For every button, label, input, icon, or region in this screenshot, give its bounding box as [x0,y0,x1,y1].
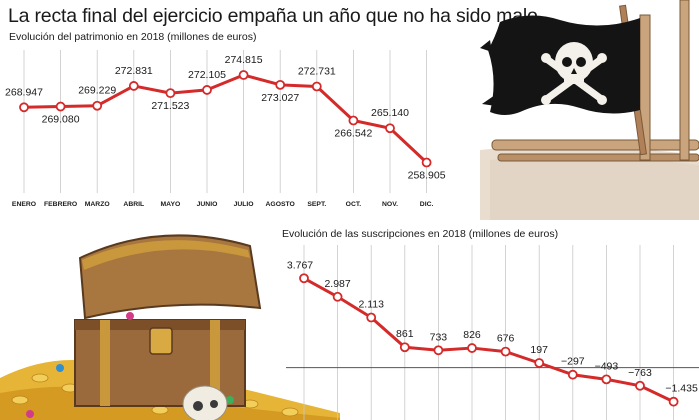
chart2-data-label: 676 [497,333,515,345]
chart1-point [92,100,103,111]
chart2-data-label: −493 [595,360,619,372]
chart1-point [202,85,212,95]
chart1-x-tick-label: MARZO [85,201,110,208]
chart1-point [238,70,249,80]
chart2-point [635,380,645,391]
skull-crossbones-icon [541,42,607,105]
treasure-chest-illustration [0,234,340,420]
chart2-data-label: 197 [530,344,548,356]
chart1-x-tick-label: JUNIO [197,201,218,208]
chart1-x-tick-label: FEBRERO [44,201,77,208]
chart2-point [534,358,545,368]
chart2-point [567,369,578,380]
chart2-point [399,342,410,353]
chart2-data-label: 826 [463,329,481,341]
chart1-point [128,81,139,91]
chart1-x-tick-label: NOV. [382,201,398,208]
skull-illustration-icon [182,385,228,420]
chart1-data-label: 269.080 [42,114,80,126]
chart2-point [332,291,343,302]
chart1-series-line [23,73,428,164]
chart1-data-label: 271.523 [151,100,189,112]
chart1-data-label: 274.815 [225,54,263,66]
chart2-data-label: −763 [628,367,652,379]
chart1-data-label: 273.027 [261,92,299,104]
chart1-data-label: 258.905 [408,170,446,182]
chart1-x-tick-label: AGOSTO [266,201,295,208]
chart1-x-tick-label: ENERO [12,201,36,208]
chart2-series-line [303,276,675,404]
chart1-point [275,79,286,90]
chart2-data-label: −1.435 [665,383,698,395]
chart2-point [366,312,377,323]
chart2-point [601,374,612,385]
chart1-x-tick-label: JULIO [234,201,254,208]
chart1-data-label: 268.947 [5,86,43,98]
chart2-data-label: 2.987 [324,278,350,290]
chart2-data-label: 861 [396,328,414,340]
chart2-point [299,273,309,284]
chart2-point [500,346,511,357]
chart1-data-label: 272.105 [188,69,226,81]
chart1-data-label: 272.831 [115,65,153,77]
chart2-title: Evolución de las suscripciones en 2018 (… [282,228,559,240]
chart1-x-tick-label: ABRIL [123,201,144,208]
chart2-data-label: −297 [561,356,585,368]
chart1-point [165,88,176,99]
chart1-data-label: 272.731 [298,65,336,77]
chart1-point [311,81,322,92]
chart2-point [668,396,679,407]
chart1-data-label: 269.229 [78,85,116,97]
pirate-flag-illustration [480,0,699,220]
chart1-point [385,123,395,134]
chart2-data-label: 733 [430,331,448,343]
main-title: La recta final del ejercicio empaña un a… [8,5,538,27]
chart2-data-label: 3.767 [287,259,313,271]
chart1-x-tick-label: OCT. [346,201,362,208]
chart1-x-tick-label: SEPT. [307,201,326,208]
chart2-point [433,345,444,356]
chart1-data-label: 266.542 [334,128,372,140]
chart1-data-label: 265.140 [371,107,409,119]
chart1-point [421,157,432,168]
chart1-point [19,102,29,113]
chart1-title: Evolución del patrimonio en 2018 (millon… [9,31,257,43]
chart1-x-tick-label: DIC. [420,201,434,208]
chart1-point [348,115,359,126]
chart1-x-tick-label: MAYO [161,201,181,208]
chart2-point [467,343,477,353]
chart2-data-label: 2.113 [358,299,384,311]
chart1-point [55,101,66,112]
